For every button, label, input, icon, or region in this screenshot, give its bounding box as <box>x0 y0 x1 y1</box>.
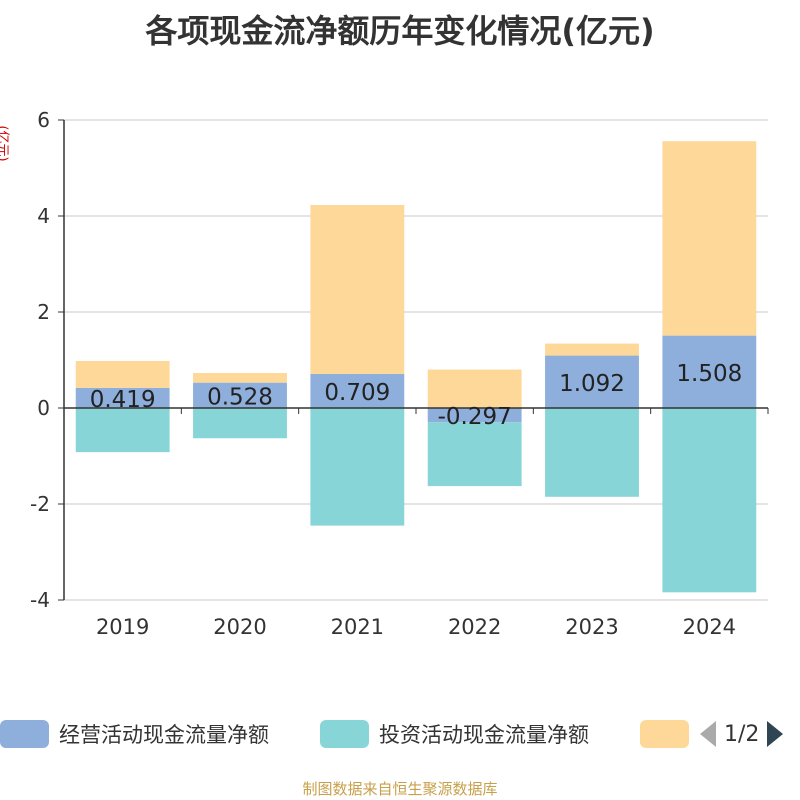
bar-2022-series2 <box>427 369 522 408</box>
y-tick-label: -4 <box>30 588 50 612</box>
legend-label-operating: 经营活动现金流量净额 <box>59 723 269 747</box>
x-tick-label-2023: 2023 <box>565 615 618 639</box>
bars <box>75 141 757 593</box>
data-label-2021: 0.709 <box>324 380 390 406</box>
data-labels: 0.419 0.528 0.709 -0.297 1.092 1.508 <box>90 361 743 430</box>
legend-pager: 1/2 <box>700 716 784 752</box>
y-tick-label: 6 <box>37 108 50 132</box>
bar-2020-series2 <box>193 373 287 383</box>
chevron-right-icon[interactable] <box>767 721 784 747</box>
bar-2023-series2 <box>545 343 639 356</box>
x-tick-label-2024: 2024 <box>683 615 736 639</box>
x-tick-label-2020: 2020 <box>213 615 266 639</box>
bar-2021-series0 <box>310 373 405 408</box>
y-tick-label: -2 <box>30 492 50 516</box>
bar-2019-series0 <box>75 387 170 408</box>
legend-label-investing: 投资活动现金流量净额 <box>379 723 589 747</box>
y-tick-label: 0 <box>37 396 50 420</box>
bar-2020-series1 <box>193 408 287 439</box>
bar-2022-series1 <box>427 422 522 487</box>
bar-2019-series1 <box>75 408 170 453</box>
legend: 经营活动现金流量净额 投资活动现金流量净额 1/2 <box>0 716 800 752</box>
bar-2023-series1 <box>545 408 639 497</box>
x-tick-label-2019: 2019 <box>96 615 149 639</box>
data-label-2019: 0.419 <box>90 387 156 413</box>
bar-2019-series2 <box>75 361 170 388</box>
legend-item-investing[interactable]: 投资活动现金流量净额 <box>320 716 589 752</box>
x-tick-label-2021: 2021 <box>331 615 384 639</box>
x-tick-label-2022: 2022 <box>448 615 501 639</box>
y-tick-label: 2 <box>37 300 50 324</box>
chart-title: 各项现金流净额历年变化情况(亿元) <box>145 12 655 50</box>
data-label-2024: 1.508 <box>676 361 742 387</box>
bar-2021-series2 <box>310 205 405 374</box>
legend-page-indicator: 1/2 <box>724 721 760 747</box>
axes: 6 4 2 0 -2 -4 2019 2020 2021 2022 2023 2024 <box>30 108 769 639</box>
bar-2022-series0 <box>427 408 522 423</box>
legend-swatch-operating <box>0 720 49 748</box>
bar-2024-series0 <box>662 335 757 408</box>
legend-item-operating[interactable]: 经营活动现金流量净额 <box>0 716 269 752</box>
data-label-2023: 1.092 <box>559 371 625 397</box>
bar-2024-series2 <box>662 141 757 336</box>
bar-2023-series0 <box>545 355 639 408</box>
legend-swatch-investing <box>320 720 369 748</box>
chevron-left-icon[interactable] <box>700 721 716 747</box>
legend-item-financing[interactable] <box>640 716 699 752</box>
data-source: 制图数据来自恒生聚源数据库 <box>302 780 498 798</box>
legend-swatch-financing <box>640 720 689 748</box>
data-label-2020: 0.528 <box>207 384 273 410</box>
data-label-2022: -0.297 <box>438 404 512 430</box>
y-tick-label: 4 <box>37 204 50 228</box>
bar-2024-series1 <box>662 408 757 593</box>
bar-2020-series0 <box>193 382 287 408</box>
bar-2021-series1 <box>310 408 405 526</box>
